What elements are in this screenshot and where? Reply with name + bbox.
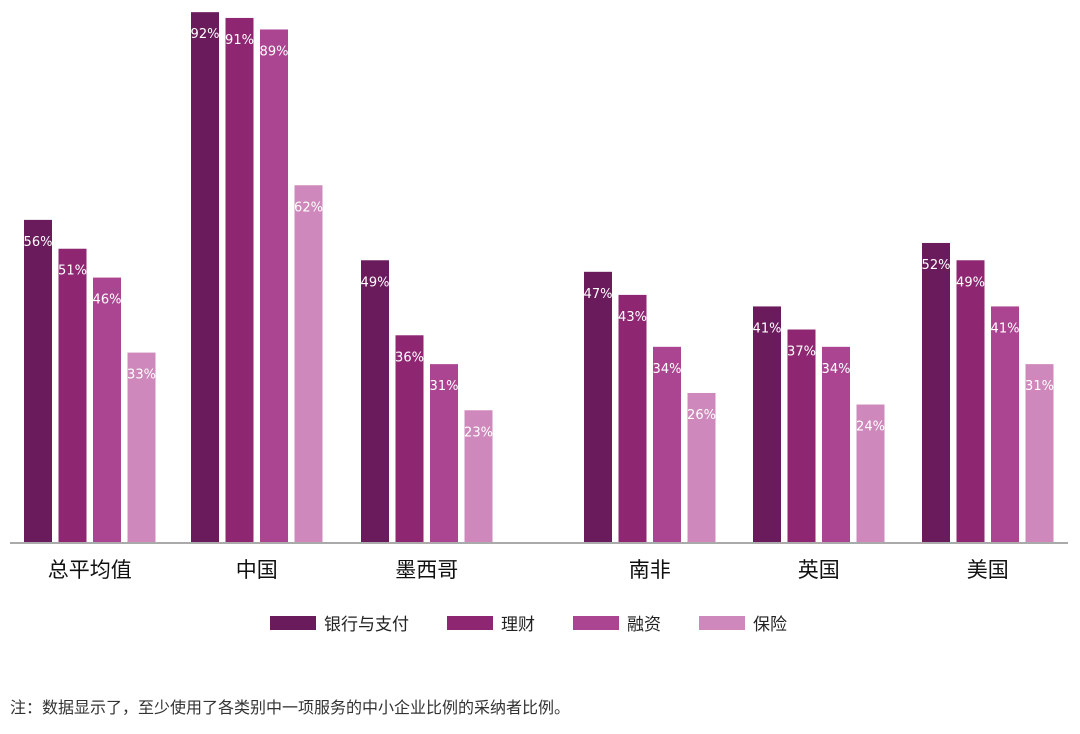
category-label: 总平均值 (48, 558, 132, 582)
legend-label: 银行与支付 (324, 615, 409, 635)
bar (618, 294, 647, 543)
legend-swatch (447, 615, 493, 630)
legend-swatch (699, 615, 745, 630)
bar (225, 17, 254, 544)
category-label: 美国 (967, 558, 1009, 582)
bar (93, 277, 121, 543)
bar-value-label: 31% (430, 379, 459, 394)
bar (260, 29, 288, 544)
category-label: 墨西哥 (395, 558, 458, 582)
bar-value-label: 56% (24, 235, 53, 250)
bar (956, 260, 985, 543)
value-labels-group: 56% 51% 46% 33% 92% 91% 89% 62% 49% 36% 31% 23% 47% 4… (24, 27, 1054, 440)
bar-value-label: 43% (618, 310, 647, 325)
bar (856, 404, 885, 543)
category-label: 中国 (236, 558, 278, 582)
bar-value-label: 91% (225, 33, 254, 48)
bar (922, 242, 950, 543)
bar (584, 271, 612, 543)
legend-label: 理财 (501, 615, 535, 635)
bar-value-label: 24% (856, 420, 885, 435)
category-label: 南非 (629, 558, 671, 582)
legend-item-wealth: 理财 (447, 610, 535, 635)
legend-swatch (270, 615, 316, 630)
bar (127, 352, 156, 543)
bar (1025, 364, 1054, 543)
bar-value-label: 36% (395, 350, 424, 365)
legend-item-financing: 融资 (573, 610, 661, 635)
bar-value-label: 26% (687, 408, 716, 423)
bar (991, 306, 1019, 543)
bar-value-label: 62% (294, 200, 323, 215)
bar-value-label: 41% (991, 321, 1020, 336)
bar (653, 346, 681, 543)
bar-value-label: 47% (584, 287, 613, 302)
bar-value-label: 34% (653, 362, 682, 377)
bar (361, 260, 389, 543)
legend-label: 保险 (753, 615, 787, 635)
bar (294, 185, 323, 543)
bar (822, 346, 850, 543)
legend-item-insurance: 保险 (699, 610, 787, 635)
footnote: 注：数据显示了，至少使用了各类别中一项服务的中小企业比例的采纳者比例。 (10, 698, 571, 717)
bar-value-label: 92% (191, 27, 220, 42)
bar-value-label: 34% (822, 362, 851, 377)
bar-value-label: 49% (956, 275, 985, 290)
bar (687, 392, 716, 543)
bar (753, 306, 781, 543)
bar (24, 219, 52, 543)
bar-value-label: 37% (787, 345, 816, 360)
bar-chart: 56% 51% 46% 33% 92% 91% 89% 62% 49% 36% 31% 23% 47% 4… (10, 12, 1068, 582)
legend-swatch (573, 615, 619, 630)
bar-value-label: 33% (127, 368, 156, 383)
bar-value-label: 31% (1025, 379, 1054, 394)
category-labels-group: 总平均值 中国 墨西哥 南非 英国 美国 (48, 558, 1009, 582)
bar (430, 364, 458, 543)
legend-item-banking: 银行与支付 (270, 610, 409, 635)
bar-value-label: 52% (922, 258, 951, 273)
bars-group (24, 12, 1054, 544)
legend-label: 融资 (627, 615, 661, 635)
bar-value-label: 23% (464, 425, 493, 440)
bar-value-label: 51% (58, 264, 87, 279)
bar (787, 329, 816, 543)
bar (58, 248, 87, 544)
bar-value-label: 41% (753, 321, 782, 336)
legend: 银行与支付 理财 融资 保险 (270, 610, 825, 635)
bar-value-label: 49% (361, 275, 390, 290)
bar-value-label: 89% (260, 44, 289, 59)
category-label: 英国 (798, 558, 840, 582)
bar (191, 12, 219, 544)
bar (395, 335, 424, 543)
bar-value-label: 46% (93, 293, 122, 308)
bar (464, 410, 493, 543)
